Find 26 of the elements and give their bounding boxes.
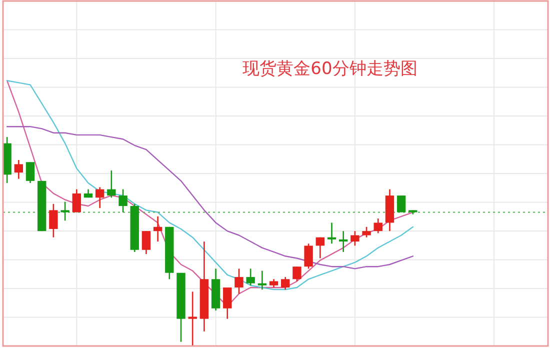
candlestick [350, 230, 360, 246]
candlestick [14, 159, 24, 180]
candlestick [396, 194, 406, 213]
chart-title: 现货黄金60分钟走势图 [242, 59, 418, 79]
candlestick [304, 242, 313, 270]
candlestick [118, 188, 128, 213]
candlestick [49, 203, 58, 238]
candlestick [234, 268, 244, 294]
candlestick [316, 236, 324, 259]
candlestick [281, 276, 290, 290]
candlestick [142, 230, 151, 255]
candlestick [258, 270, 267, 290]
candlestick [107, 170, 116, 198]
candlestick [26, 161, 35, 184]
candlestick [72, 188, 81, 213]
candlestick [327, 222, 336, 244]
candlestick [60, 201, 70, 222]
candlestick [223, 286, 232, 320]
candlestick [292, 266, 302, 282]
candlestick [95, 186, 104, 209]
candlestick [153, 216, 162, 242]
candlestick [246, 268, 255, 286]
candlestick [362, 226, 371, 238]
candlestick [188, 291, 197, 347]
candlestick [374, 218, 382, 234]
candlestick [338, 230, 348, 253]
